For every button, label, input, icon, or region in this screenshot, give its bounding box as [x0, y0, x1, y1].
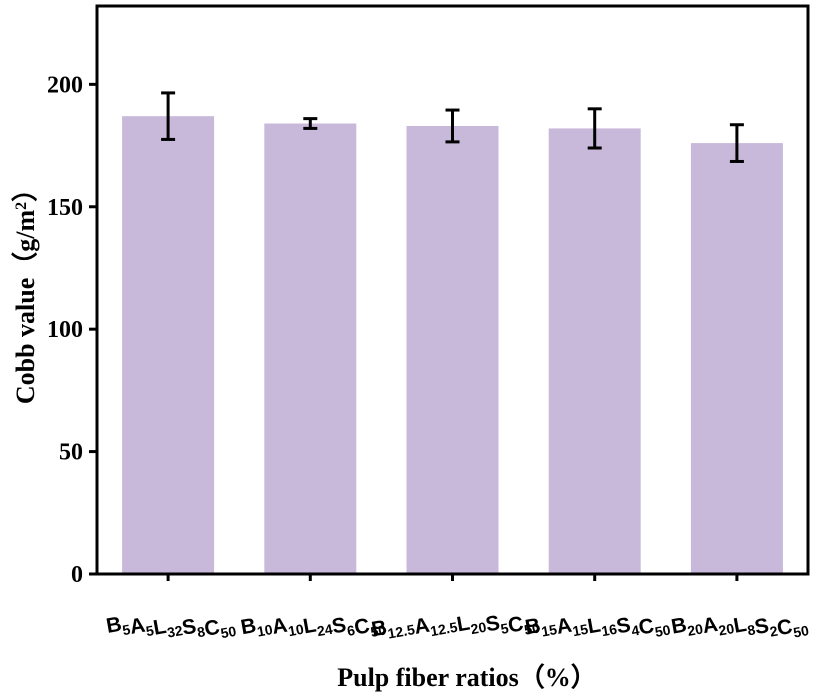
error-bar-2 [303, 117, 318, 130]
error-bar-1 [161, 91, 176, 141]
x-tick-label-1: B5A5L32S8C50 [104, 593, 237, 660]
y-tick-label-200: 200 [47, 72, 83, 98]
bar-3 [406, 125, 499, 574]
error-bar-3 [445, 108, 460, 144]
x-tick-label-3: B12.5A12.5L20S5C50 [370, 590, 541, 664]
y-tick-label-100: 100 [47, 317, 83, 343]
y-axis-label: Cobb value（g/m2） [11, 176, 40, 404]
bar-2 [264, 123, 357, 574]
x-tick-label-2: B10A10L24S6C50 [239, 592, 387, 662]
y-axis-label-sup: 2 [13, 202, 30, 210]
x-tick-label-5: B20A20L8S2C50 [669, 593, 810, 662]
x-axis-label: Pulp fiber ratios（%） [337, 663, 597, 692]
y-tick-label-0: 0 [71, 562, 83, 588]
error-bar-4 [587, 107, 602, 150]
bar-5 [690, 143, 783, 574]
y-axis-label-end: ） [11, 176, 40, 202]
y-tick-label-150: 150 [47, 195, 83, 221]
y-axis: 0 50 100 150 200 [47, 72, 97, 588]
error-bar-5 [729, 123, 744, 163]
x-tick-label-4: B15A15L16S4C50 [523, 592, 671, 662]
bar-4 [548, 128, 641, 574]
y-axis-label-main: Cobb value（g/m [11, 210, 40, 405]
bar-1 [122, 116, 215, 574]
error-bars-group [161, 91, 744, 163]
y-tick-label-50: 50 [59, 440, 83, 466]
x-axis: B5A5L32S8C50 B10A10L24S6C50B12.5A12.5L20S… [104, 574, 810, 664]
bars-group [122, 116, 783, 574]
